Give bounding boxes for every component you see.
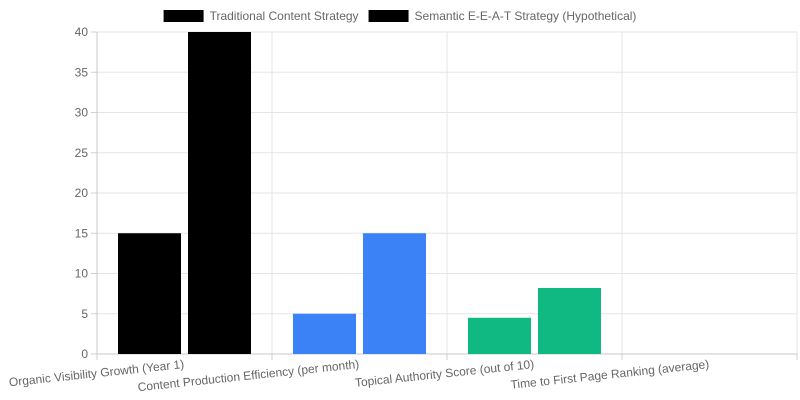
bar-series-0-category-1[interactable] bbox=[293, 313, 356, 354]
legend-label: Traditional Content Strategy bbox=[210, 9, 359, 23]
y-axis-ticks: 0 5 10 15 20 25 30 35 40 bbox=[75, 25, 89, 361]
y-tick-label: 10 bbox=[75, 267, 89, 281]
x-tick-label: Time to First Page Ranking (average) bbox=[510, 357, 710, 392]
legend-swatch bbox=[163, 10, 204, 22]
y-tick-label: 40 bbox=[75, 25, 89, 39]
bars bbox=[118, 32, 601, 354]
legend-item-1[interactable]: Semantic E-E-A-T Strategy (Hypothetical) bbox=[368, 9, 637, 23]
legend-label: Semantic E-E-A-T Strategy (Hypothetical) bbox=[415, 9, 637, 23]
legend-swatch bbox=[368, 10, 409, 22]
y-tick-label: 25 bbox=[75, 146, 89, 160]
x-tick-label: Topical Authority Score (out of 10) bbox=[354, 357, 535, 390]
bar-series-1-category-0[interactable] bbox=[188, 32, 251, 354]
y-tick-label: 5 bbox=[81, 307, 88, 321]
x-axis-ticks: Organic Visibility Growth (Year 1)Conten… bbox=[8, 357, 710, 394]
bar-series-1-category-1[interactable] bbox=[363, 233, 426, 354]
bar-series-0-category-2[interactable] bbox=[468, 317, 531, 354]
y-tick-label: 35 bbox=[75, 65, 89, 79]
y-tick-label: 30 bbox=[75, 106, 89, 120]
y-tick-label: 15 bbox=[75, 226, 89, 240]
bar-series-0-category-0[interactable] bbox=[118, 233, 181, 354]
bar-series-1-category-2[interactable] bbox=[538, 287, 601, 354]
y-tick-label: 20 bbox=[75, 186, 89, 200]
legend[interactable]: Traditional Content Strategy Semantic E-E… bbox=[163, 9, 637, 23]
legend-item-0[interactable]: Traditional Content Strategy bbox=[163, 9, 359, 23]
y-tick-label: 0 bbox=[81, 347, 88, 361]
